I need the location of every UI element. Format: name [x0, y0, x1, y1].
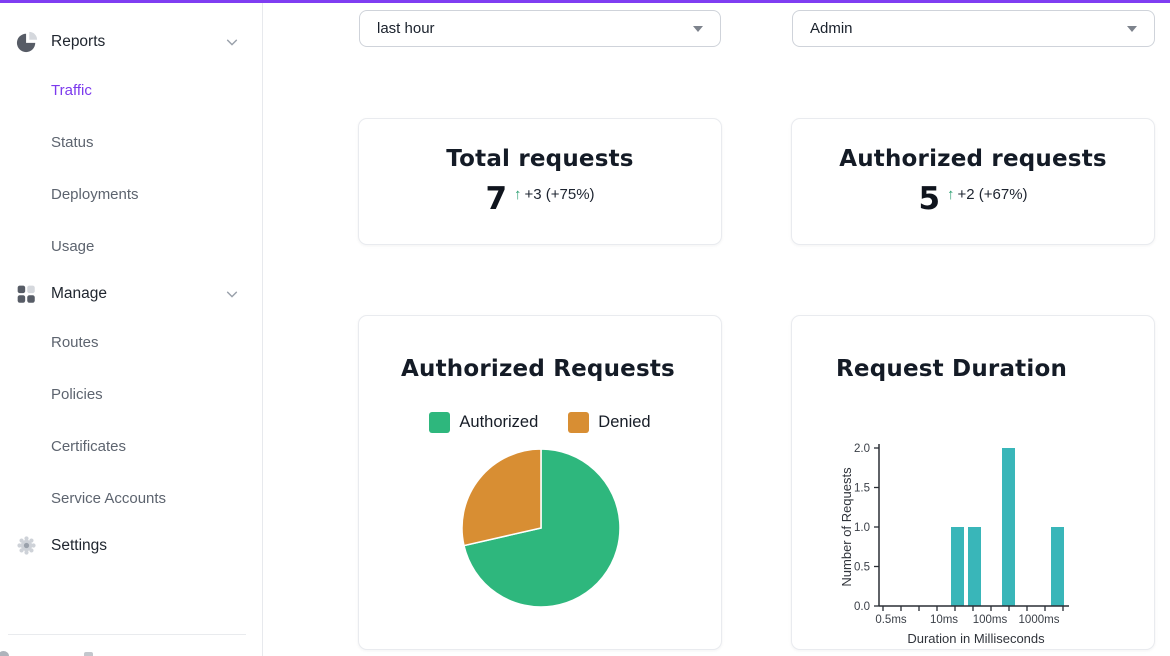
- trend-up-icon: ↑: [947, 186, 955, 203]
- sidebar-item-traffic[interactable]: Traffic: [0, 75, 262, 105]
- svg-text:2.0: 2.0: [854, 443, 870, 455]
- svg-text:1.0: 1.0: [854, 522, 870, 534]
- top-accent-bar: [0, 0, 1170, 3]
- user-avatar-cutoff: [0, 651, 9, 656]
- sidebar-group-label: Reports: [51, 33, 106, 50]
- stat-title: Total requests: [446, 146, 634, 172]
- sidebar-item-label: Usage: [51, 237, 95, 255]
- sidebar-group-manage[interactable]: Manage: [0, 279, 262, 309]
- stat-value: 7: [485, 181, 508, 217]
- sidebar-item-label: Traffic: [51, 81, 92, 99]
- svg-text:0.0: 0.0: [854, 601, 870, 613]
- stat-value: 5: [918, 181, 941, 217]
- svg-text:1.5: 1.5: [854, 483, 870, 495]
- legend-label: Denied: [598, 413, 651, 431]
- bar-chart-title: Request Duration: [836, 356, 1068, 382]
- legend-item-denied: Denied: [568, 412, 651, 433]
- caret-down-icon: [693, 25, 703, 32]
- gear-icon: [16, 535, 38, 557]
- pie-legend: Authorized Denied: [359, 412, 721, 433]
- stat-delta-text: +3 (+75%): [524, 186, 595, 203]
- sidebar-item-label: Deployments: [51, 185, 139, 203]
- sidebar-item-label: Policies: [51, 385, 103, 403]
- legend-swatch-denied: [568, 412, 590, 433]
- bar-chart: 0.0 0.5 1.0 1.5 2.0 0.5ms 10ms 100ms 1000ms Durat…: [831, 431, 1153, 656]
- sidebar-item-label: Service Accounts: [51, 489, 167, 507]
- svg-text:Number of Requests: Number of Requests: [839, 467, 854, 587]
- sidebar-item-label: Settings: [51, 537, 108, 554]
- request-duration-chart-card: Request Duration 0.0 0.5 1.0 1.5 2.0 0.5ms 10m…: [791, 315, 1155, 650]
- user-label-cutoff: [84, 652, 93, 656]
- sidebar-group-label: Manage: [51, 285, 108, 302]
- sidebar-group-reports[interactable]: Reports: [0, 27, 262, 57]
- sidebar-item-label: Status: [51, 133, 94, 151]
- total-requests-card: Total requests 7 ↑ +3 (+75%): [358, 118, 722, 245]
- sidebar-divider: [8, 634, 246, 635]
- sidebar-item-policies[interactable]: Policies: [0, 379, 262, 409]
- role-select[interactable]: Admin: [792, 10, 1155, 47]
- svg-text:0.5: 0.5: [854, 562, 870, 574]
- sidebar: Reports Traffic Status Deployments Usage: [0, 3, 263, 656]
- legend-label: Authorized: [459, 413, 539, 431]
- sidebar-item-label: Certificates: [51, 437, 127, 455]
- chevron-down-icon: [225, 287, 239, 306]
- grid-icon: [16, 284, 38, 306]
- chevron-down-icon: [225, 35, 239, 54]
- sidebar-item-service-accounts[interactable]: Service Accounts: [0, 483, 262, 513]
- svg-text:Duration in Milliseconds: Duration in Milliseconds: [907, 631, 1045, 646]
- svg-text:100ms: 100ms: [973, 614, 1008, 626]
- pie-chart-icon: [16, 31, 38, 53]
- sidebar-item-label: Routes: [51, 333, 99, 351]
- svg-text:0.5ms: 0.5ms: [875, 614, 907, 626]
- sidebar-item-settings[interactable]: Settings: [0, 531, 262, 561]
- svg-text:10ms: 10ms: [930, 614, 958, 626]
- caret-down-icon: [1127, 25, 1137, 32]
- sidebar-item-status[interactable]: Status: [0, 127, 262, 157]
- time-range-select[interactable]: last hour: [359, 10, 721, 47]
- authorized-requests-chart-card: Authorized Requests Authorized Denied: [358, 315, 722, 650]
- pie-chart-title: Authorized Requests: [401, 356, 675, 382]
- sidebar-item-usage[interactable]: Usage: [0, 231, 262, 261]
- pie-chart: [431, 418, 651, 638]
- sidebar-item-deployments[interactable]: Deployments: [0, 179, 262, 209]
- authorized-requests-card: Authorized requests 5 ↑ +2 (+67%): [791, 118, 1155, 245]
- svg-text:1000ms: 1000ms: [1019, 614, 1060, 626]
- stat-delta-text: +2 (+67%): [957, 186, 1028, 203]
- sidebar-item-routes[interactable]: Routes: [0, 327, 262, 357]
- legend-swatch-authorized: [429, 412, 451, 433]
- legend-item-authorized: Authorized: [429, 412, 538, 433]
- trend-up-icon: ↑: [514, 186, 522, 203]
- time-range-value: last hour: [377, 20, 435, 37]
- stat-title: Authorized requests: [839, 146, 1107, 172]
- role-value: Admin: [810, 20, 853, 37]
- sidebar-item-certificates[interactable]: Certificates: [0, 431, 262, 461]
